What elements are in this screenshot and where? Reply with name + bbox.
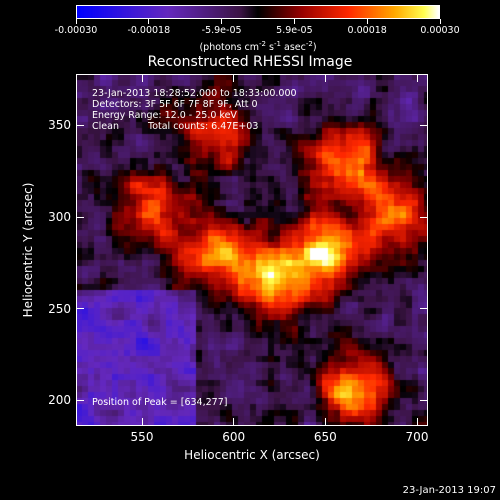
colorbar-tick-mark: [439, 19, 441, 24]
timestamp: 23-Jan-2013 19:07: [402, 485, 496, 496]
y-tick-mark: [420, 124, 428, 126]
colorbar-tick-mark: [221, 19, 223, 24]
y-tick-label: 250: [48, 301, 71, 316]
y-tick-label: 200: [48, 393, 71, 408]
y-tick-mark: [420, 308, 428, 310]
y-tick-mark: [76, 399, 84, 401]
colorbar-tick-label: -0.00030: [54, 25, 98, 36]
x-tick-label: 700: [405, 430, 429, 444]
x-tick-label: 550: [130, 430, 154, 444]
x-tick-label: 650: [313, 430, 337, 444]
peak-annotation: Position of Peak = [634,277]: [92, 397, 228, 408]
colorbar-tick-mark: [366, 19, 368, 24]
colorbar-tick-mark: [75, 19, 77, 24]
colorbar-tick-label: 5.9e-05: [276, 25, 313, 36]
y-tick-label: 300: [48, 210, 71, 224]
x-tick-mark: [416, 418, 418, 426]
x-tick-mark: [141, 418, 143, 426]
y-tick-mark: [420, 399, 428, 401]
y-tick-mark: [420, 216, 428, 218]
y-tick-label: 350: [48, 118, 71, 133]
chart-title: Reconstructed RHESSI Image: [147, 54, 353, 70]
method-annotation: Clean: [92, 121, 119, 132]
colorbar-tick-label: -5.9e-05: [201, 25, 242, 36]
colorbar-tick-mark: [293, 19, 295, 24]
colorbar-tick-label: 0.00018: [347, 25, 387, 36]
x-tick-mark: [233, 74, 235, 82]
colorbar-tick-label: 0.00030: [420, 25, 460, 36]
rhessi-image: 23-Jan-2013 18:28:52.000 to 18:33:00.000…: [76, 74, 428, 426]
y-tick-mark: [76, 124, 84, 126]
y-tick-mark: [76, 216, 84, 218]
energy-annotation: Energy Range: 12.0 - 25.0 keV: [92, 110, 237, 121]
x-tick-mark: [233, 418, 235, 426]
counts-annotation: Total counts: 6.47E+03: [148, 121, 259, 132]
heatmap-canvas: [76, 74, 428, 426]
x-axis-label: Heliocentric X (arcsec): [184, 448, 320, 462]
x-tick-label: 600: [222, 430, 246, 444]
x-tick-mark: [324, 74, 326, 82]
y-tick-mark: [76, 308, 84, 310]
colorbar-units: (photons cm-2 s-1 asec-2): [199, 40, 317, 54]
colorbar-tick-label: -0.00018: [127, 25, 171, 36]
colorbar: [76, 5, 440, 19]
time-range-annotation: 23-Jan-2013 18:28:52.000 to 18:33:00.000: [92, 88, 297, 99]
x-tick-mark: [416, 74, 418, 82]
detectors-annotation: Detectors: 3F 5F 6F 7F 8F 9F, Att 0: [92, 99, 258, 110]
colorbar-tick-mark: [148, 19, 150, 24]
y-axis-label: Heliocentric Y (arcsec): [21, 182, 35, 318]
x-tick-mark: [324, 418, 326, 426]
x-tick-mark: [141, 74, 143, 82]
